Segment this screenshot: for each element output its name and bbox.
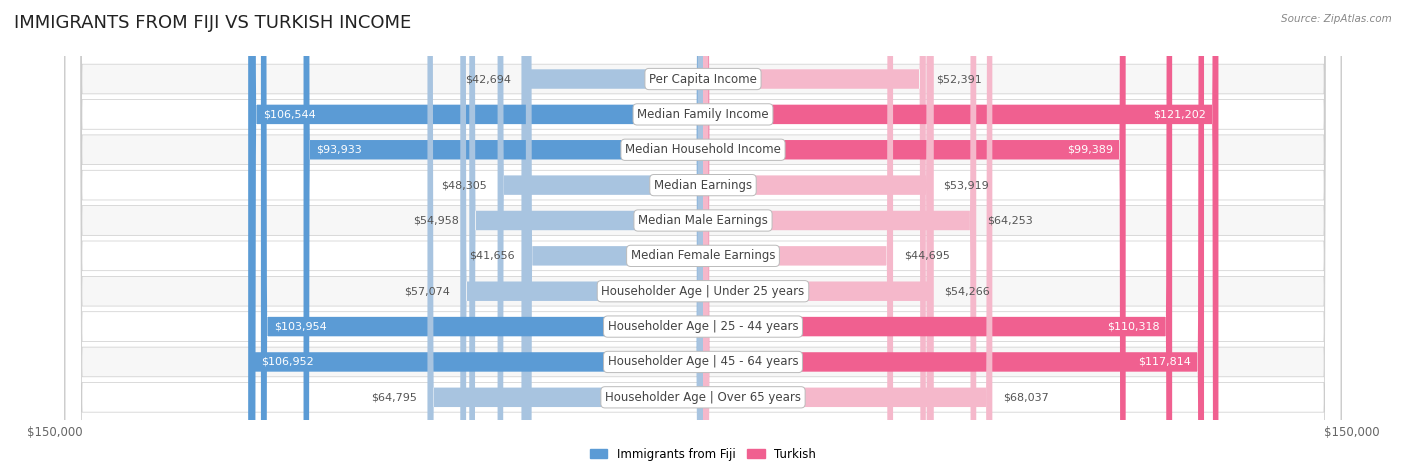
FancyBboxPatch shape — [250, 0, 703, 467]
Text: $106,952: $106,952 — [262, 357, 314, 367]
Text: Householder Age | 25 - 44 years: Householder Age | 25 - 44 years — [607, 320, 799, 333]
Text: Householder Age | 45 - 64 years: Householder Age | 45 - 64 years — [607, 355, 799, 368]
FancyBboxPatch shape — [703, 0, 1126, 467]
Text: $117,814: $117,814 — [1139, 357, 1191, 367]
Text: Median Household Income: Median Household Income — [626, 143, 780, 156]
Text: $150,000: $150,000 — [1323, 425, 1379, 439]
FancyBboxPatch shape — [65, 0, 1341, 467]
Text: $44,695: $44,695 — [904, 251, 949, 261]
FancyBboxPatch shape — [470, 0, 703, 467]
FancyBboxPatch shape — [703, 0, 1219, 467]
Text: IMMIGRANTS FROM FIJI VS TURKISH INCOME: IMMIGRANTS FROM FIJI VS TURKISH INCOME — [14, 14, 412, 32]
Text: $48,305: $48,305 — [441, 180, 486, 190]
Text: $54,266: $54,266 — [945, 286, 990, 296]
FancyBboxPatch shape — [65, 0, 1341, 467]
Text: Median Earnings: Median Earnings — [654, 178, 752, 191]
FancyBboxPatch shape — [427, 0, 703, 467]
Text: $64,253: $64,253 — [987, 215, 1032, 226]
Text: Median Female Earnings: Median Female Earnings — [631, 249, 775, 262]
Text: $52,391: $52,391 — [936, 74, 983, 84]
FancyBboxPatch shape — [65, 0, 1341, 467]
FancyBboxPatch shape — [703, 0, 993, 467]
Text: $121,202: $121,202 — [1153, 109, 1206, 120]
Legend: Immigrants from Fiji, Turkish: Immigrants from Fiji, Turkish — [585, 443, 821, 466]
Text: Householder Age | Over 65 years: Householder Age | Over 65 years — [605, 391, 801, 404]
Text: Median Family Income: Median Family Income — [637, 108, 769, 121]
Text: $41,656: $41,656 — [470, 251, 515, 261]
Text: $42,694: $42,694 — [465, 74, 510, 84]
FancyBboxPatch shape — [65, 0, 1341, 467]
Text: $110,318: $110,318 — [1107, 322, 1160, 332]
FancyBboxPatch shape — [703, 0, 1204, 467]
FancyBboxPatch shape — [262, 0, 703, 467]
Text: Source: ZipAtlas.com: Source: ZipAtlas.com — [1281, 14, 1392, 24]
Text: $57,074: $57,074 — [404, 286, 450, 296]
Text: $93,933: $93,933 — [316, 145, 361, 155]
FancyBboxPatch shape — [304, 0, 703, 467]
Text: $106,544: $106,544 — [263, 109, 315, 120]
FancyBboxPatch shape — [65, 0, 1341, 467]
Text: $54,958: $54,958 — [413, 215, 458, 226]
FancyBboxPatch shape — [522, 0, 703, 467]
FancyBboxPatch shape — [703, 0, 925, 467]
Text: $103,954: $103,954 — [274, 322, 326, 332]
FancyBboxPatch shape — [703, 0, 976, 467]
FancyBboxPatch shape — [526, 0, 703, 467]
FancyBboxPatch shape — [65, 0, 1341, 467]
FancyBboxPatch shape — [703, 0, 893, 467]
FancyBboxPatch shape — [65, 0, 1341, 467]
Text: $64,795: $64,795 — [371, 392, 416, 402]
Text: $68,037: $68,037 — [1002, 392, 1049, 402]
Text: Householder Age | Under 25 years: Householder Age | Under 25 years — [602, 285, 804, 298]
FancyBboxPatch shape — [460, 0, 703, 467]
Text: $150,000: $150,000 — [27, 425, 83, 439]
FancyBboxPatch shape — [703, 0, 934, 467]
FancyBboxPatch shape — [65, 0, 1341, 467]
FancyBboxPatch shape — [65, 0, 1341, 467]
FancyBboxPatch shape — [703, 0, 932, 467]
Text: Median Male Earnings: Median Male Earnings — [638, 214, 768, 227]
FancyBboxPatch shape — [498, 0, 703, 467]
Text: Per Capita Income: Per Capita Income — [650, 72, 756, 85]
FancyBboxPatch shape — [249, 0, 703, 467]
FancyBboxPatch shape — [65, 0, 1341, 467]
Text: $53,919: $53,919 — [943, 180, 988, 190]
Text: $99,389: $99,389 — [1067, 145, 1114, 155]
FancyBboxPatch shape — [703, 0, 1173, 467]
